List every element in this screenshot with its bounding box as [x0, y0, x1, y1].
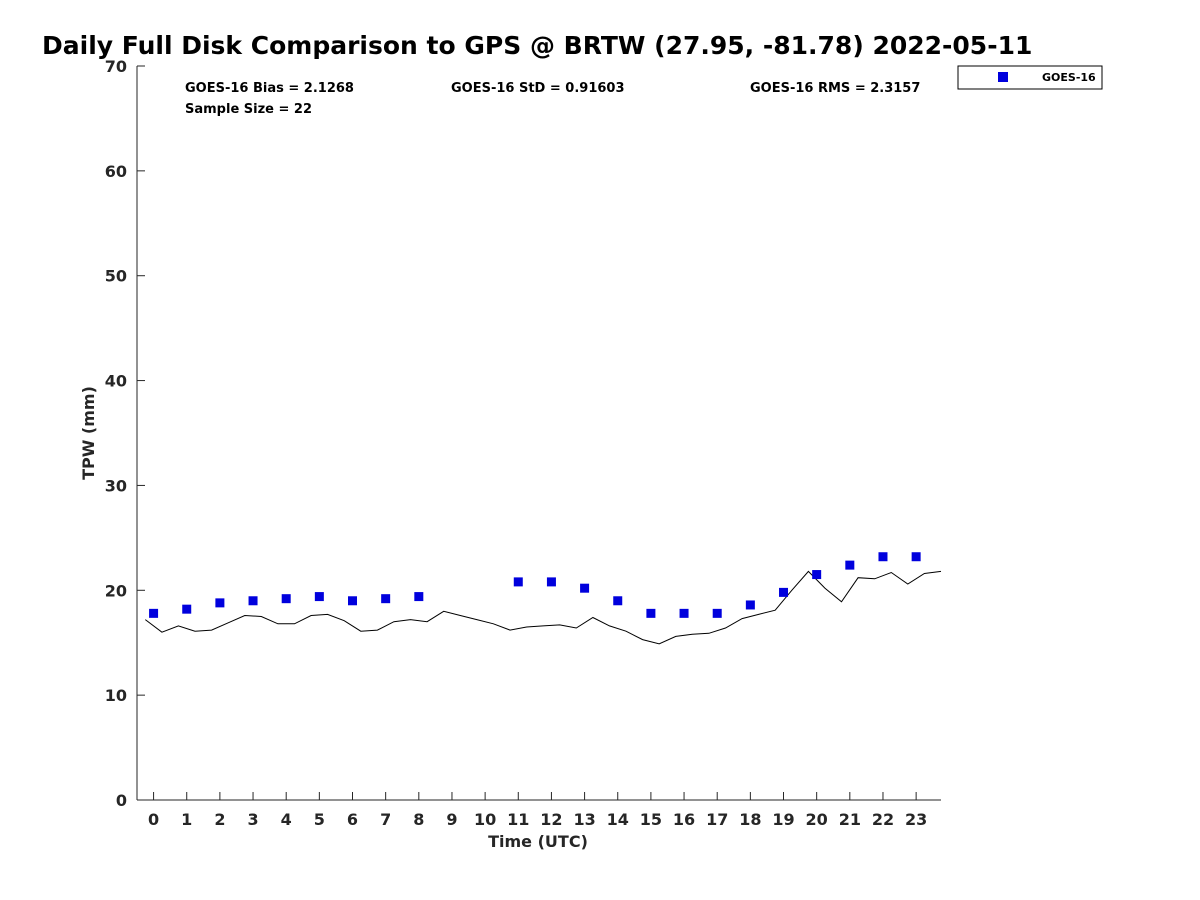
x-tick-label: 17 — [706, 810, 728, 829]
x-tick-label: 7 — [380, 810, 391, 829]
goes16-point — [580, 583, 590, 593]
x-tick-label: 19 — [772, 810, 794, 829]
goes16-point — [613, 596, 623, 606]
std-stat: GOES-16 StD = 0.91603 — [451, 81, 625, 96]
goes16-point — [281, 594, 291, 604]
legend: GOES-16 — [957, 65, 1103, 90]
goes16-point — [248, 596, 258, 606]
legend-marker — [998, 72, 1008, 82]
x-tick-label: 4 — [281, 810, 292, 829]
goes16-point — [381, 594, 391, 604]
x-tick-label: 14 — [607, 810, 629, 829]
goes16-point — [712, 608, 722, 618]
x-axis-label: Time (UTC) — [488, 832, 588, 851]
goes16-point — [546, 577, 556, 587]
goes16-point — [215, 598, 225, 608]
chart-title: Daily Full Disk Comparison to GPS @ BRTW… — [42, 31, 1032, 60]
y-tick-label: 10 — [105, 686, 127, 705]
y-tick-label: 30 — [105, 476, 127, 495]
x-tick-label: 13 — [573, 810, 595, 829]
bias-stat: GOES-16 Bias = 2.1268 — [185, 81, 354, 96]
rms-stat: GOES-16 RMS = 2.3157 — [750, 81, 920, 96]
goes16-point — [679, 608, 689, 618]
x-tick-label: 0 — [148, 810, 159, 829]
goes16-point — [348, 596, 358, 606]
y-axis-label: TPW (mm) — [79, 386, 98, 480]
x-tick-label: 5 — [314, 810, 325, 829]
goes16-point — [878, 552, 888, 562]
y-tick-label: 0 — [116, 791, 127, 810]
goes16-point — [779, 587, 789, 597]
goes16-point — [314, 592, 324, 602]
goes16-point — [745, 600, 755, 610]
goes16-point — [911, 552, 921, 562]
x-tick-label: 22 — [872, 810, 894, 829]
x-tick-label: 8 — [413, 810, 424, 829]
x-tick-label: 9 — [446, 810, 457, 829]
x-tick-label: 3 — [247, 810, 258, 829]
x-tick-label: 11 — [507, 810, 529, 829]
x-axis-ticks: 0 1 2 3 4 5 6 7 8 9 10 11 12 13 14 15 16 17 18 19 20 21 22 23 — [148, 792, 927, 829]
y-tick-label: 60 — [105, 162, 127, 181]
x-tick-label: 18 — [739, 810, 761, 829]
x-tick-label: 6 — [347, 810, 358, 829]
legend-box — [957, 65, 1103, 90]
x-tick-label: 23 — [905, 810, 927, 829]
sample-size-stat: Sample Size = 22 — [185, 102, 312, 117]
x-tick-label: 2 — [214, 810, 225, 829]
x-tick-label: 1 — [181, 810, 192, 829]
x-tick-label: 10 — [474, 810, 496, 829]
x-tick-label: 12 — [540, 810, 562, 829]
x-tick-label: 16 — [673, 810, 695, 829]
y-axis-ticks: 0 10 20 30 40 50 60 70 — [105, 57, 145, 810]
y-tick-label: 20 — [105, 581, 127, 600]
y-tick-label: 70 — [105, 57, 127, 76]
goes16-point — [646, 608, 656, 618]
goes16-point — [845, 560, 855, 570]
gps-reference-line — [144, 570, 942, 645]
goes16-point — [513, 577, 523, 587]
y-tick-label: 40 — [105, 372, 127, 391]
plot-area — [136, 66, 942, 801]
goes16-point — [414, 592, 424, 602]
x-tick-label: 20 — [806, 810, 828, 829]
x-tick-label: 21 — [839, 810, 861, 829]
goes16-point — [812, 570, 822, 580]
goes16-point — [182, 604, 192, 614]
x-tick-label: 15 — [640, 810, 662, 829]
goes16-point — [149, 608, 159, 618]
y-tick-label: 50 — [105, 267, 127, 286]
legend-label-goes16: GOES-16 — [1042, 71, 1096, 84]
